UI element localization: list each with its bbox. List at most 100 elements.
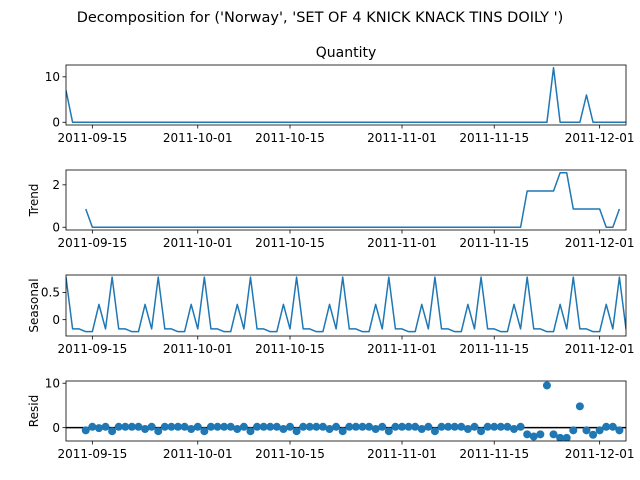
plot-area [85,172,621,228]
resid-point [398,422,406,431]
resid-point [430,427,439,436]
resid-point [608,422,617,431]
resid-point [569,426,578,435]
resid-point [167,422,176,431]
x-tick-label: 2011-11-15 [459,447,529,461]
resid-point [134,422,143,431]
y-tick-label: 0 [52,313,60,327]
resid-point [318,422,327,431]
resid-point [220,422,229,431]
x-tick-label: 2011-09-15 [57,131,127,145]
resid-point [239,422,248,431]
resid-point [450,422,459,431]
y-axis-label: Seasonal [27,278,41,332]
resid-point [490,422,499,431]
resid-point [378,422,387,431]
series-line [66,276,626,333]
axes-frame [65,380,627,442]
resid-point [562,433,571,441]
x-tick-label: 2011-11-01 [367,236,437,250]
resid-point [457,422,466,431]
panel-2: Seasonal 0 0.5 2011-09-15 2011-10-01 2011-10-… [27,274,635,356]
y-axis-label: Resid [27,395,41,427]
series-line [85,172,621,228]
resid-point [549,430,558,439]
x-tick-label: 2011-10-15 [255,447,325,461]
resid-point [108,427,117,436]
resid-point [477,427,486,436]
resid-point [384,427,393,436]
axes-frame [65,274,627,337]
resid-point [88,422,97,431]
resid-point [286,422,294,431]
resid-point [424,422,433,431]
x-tick-label: 2011-10-15 [255,236,325,250]
x-tick-label: 2011-11-15 [459,131,529,145]
resid-point [404,422,413,431]
x-tick-label: 2011-10-01 [163,342,233,356]
resid-point [121,422,130,431]
resid-point [272,422,281,431]
resid-point [496,422,505,431]
axes-frame [65,64,627,126]
resid-point [463,425,472,433]
y-tick-label: 0.5 [41,286,60,300]
x-tick-label: 2011-11-15 [459,342,529,356]
resid-point [200,427,209,436]
resid-point [470,422,479,431]
resid-point [174,422,182,431]
resid-point [417,425,426,433]
plot-area [66,276,626,333]
resid-point [253,422,262,431]
x-tick-label: 2011-11-01 [367,447,437,461]
x-tick-label: 2011-09-15 [57,236,127,250]
panel-3: Resid 0 10 2011-09-15 2011-10-01 2011-10-15 20… [27,376,635,461]
resid-point [503,422,512,431]
resid-point [615,426,624,435]
x-tick-label: 2011-09-15 [57,342,127,356]
y-tick-label: 10 [45,70,60,84]
resid-point [305,422,314,431]
resid-point [516,422,525,431]
x-tick-label: 2011-10-15 [255,131,325,145]
x-tick-label: 2011-12-01 [565,236,635,250]
x-tick-label: 2011-12-01 [565,131,635,145]
resid-point [371,425,380,433]
resid-point [114,422,123,431]
resid-point [292,427,301,436]
x-tick-label: 2011-10-01 [163,236,233,250]
plot-area [81,381,624,441]
resid-point [589,430,598,439]
resid-point [556,433,565,441]
x-tick-label: 2011-12-01 [565,342,635,356]
resid-point [595,426,604,435]
x-tick-label: 2011-11-01 [367,131,437,145]
resid-point [358,422,367,431]
resid-point [391,422,400,431]
resid-point [351,422,360,431]
panel-title: Quantity [316,45,377,61]
axes-frame [65,169,627,231]
resid-point [259,422,268,431]
resid-point [180,422,189,431]
resid-point [582,426,591,435]
resid-point [160,422,169,431]
resid-point [444,422,453,431]
x-tick-label: 2011-11-01 [367,342,437,356]
resid-point [536,430,545,439]
resid-point [187,425,196,433]
y-axis-label: Trend [27,184,41,218]
resid-point [365,422,374,431]
x-tick-label: 2011-09-15 [57,447,127,461]
resid-point [312,422,321,431]
resid-point [542,381,551,390]
y-tick-label: 0 [52,421,60,435]
resid-point [299,422,308,431]
x-tick-label: 2011-10-01 [163,447,233,461]
resid-point [279,425,288,433]
resid-point [523,430,532,439]
resid-point [575,402,584,411]
resid-point [226,422,235,431]
panel-0: Quantity 0 10 2011-09-15 2011-10-01 2011-10-1… [45,45,635,145]
panel-1: Trend 0 2 2011-09-15 2011-10-01 2011-10-15 201… [27,169,635,250]
